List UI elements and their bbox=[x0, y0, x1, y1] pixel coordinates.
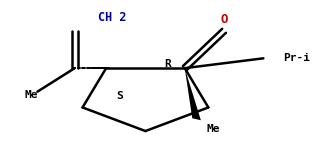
Polygon shape bbox=[185, 68, 201, 120]
Text: S: S bbox=[117, 91, 123, 101]
Text: Pr-i: Pr-i bbox=[283, 53, 310, 63]
Text: Me: Me bbox=[206, 124, 220, 134]
Text: CH 2: CH 2 bbox=[98, 11, 127, 24]
Text: Me: Me bbox=[25, 90, 38, 100]
Text: R: R bbox=[164, 59, 171, 69]
Text: O: O bbox=[220, 13, 228, 26]
